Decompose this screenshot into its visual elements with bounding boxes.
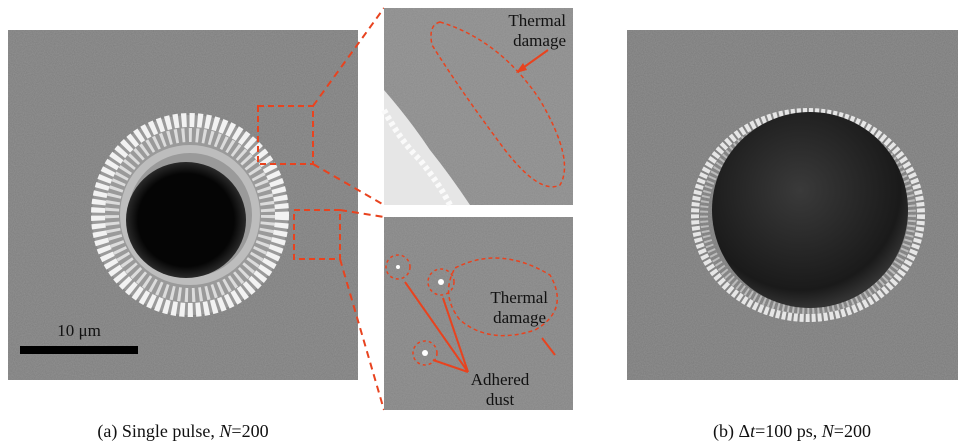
sem-image-a: 10 μm xyxy=(8,30,358,380)
caption: (b) Δt=100 ps, N=200 xyxy=(713,421,871,442)
caption: (a) Single pulse, N=200 xyxy=(97,421,268,442)
caption-run: =200 xyxy=(231,421,268,441)
sem-image-b xyxy=(627,30,958,380)
label-line: Thermal xyxy=(490,288,548,307)
caption-run: (a) Single pulse, xyxy=(97,421,219,442)
caption-run: =200 xyxy=(834,421,871,441)
label-line: damage xyxy=(513,31,566,50)
label-line: Thermal xyxy=(508,11,566,30)
inset-bottom: Thermal damage Adhered dust xyxy=(384,217,573,410)
figure: 10 μm Thermal damage xyxy=(0,0,968,445)
caption-run: N xyxy=(218,421,232,441)
page: 10 μm Thermal damage xyxy=(0,0,968,445)
label-line: damage xyxy=(493,308,546,327)
label-line: dust xyxy=(486,390,515,409)
scale-bar xyxy=(20,346,138,354)
caption-run: =100 ps, xyxy=(755,421,822,441)
label-line: Adhered xyxy=(471,370,530,389)
caption-run: N xyxy=(821,421,835,441)
scale-bar-label: 10 μm xyxy=(57,321,101,340)
caption-run: (b) Δ xyxy=(713,421,750,442)
inset-top: Thermal damage xyxy=(384,8,573,205)
